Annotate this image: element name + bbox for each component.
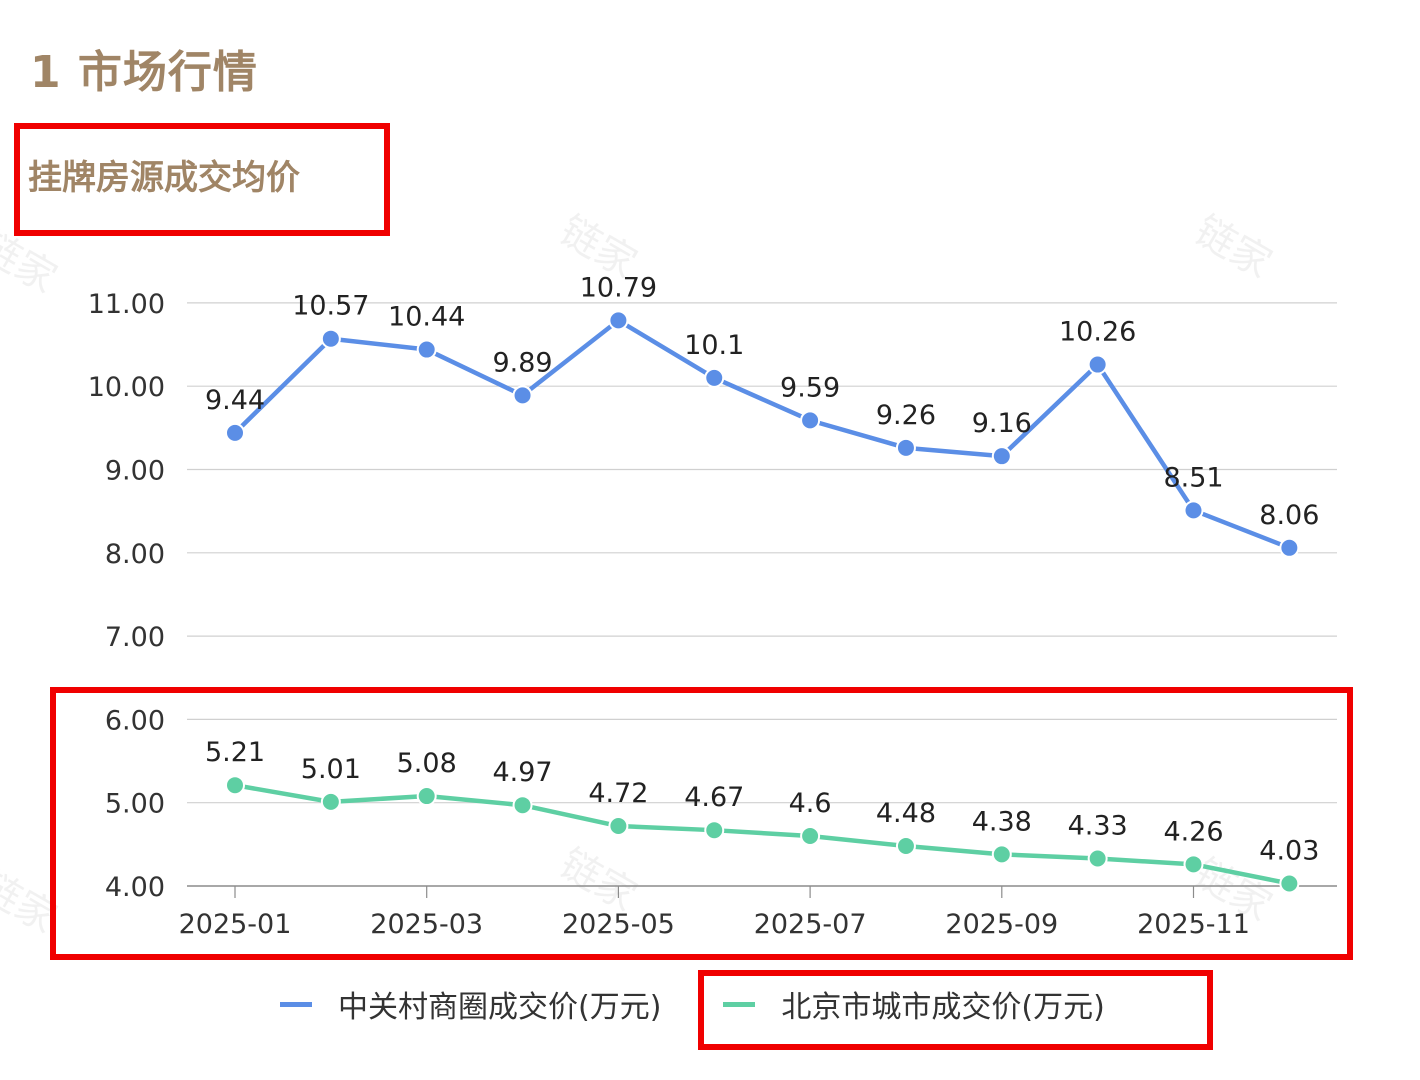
data-point[interactable] [1183, 854, 1204, 875]
series-layer: 9.44 10.57 10.44 9.89 10.79 10.1 9.59 9.26 9.16 1… [205, 272, 1319, 894]
data-label: 4.6 [789, 788, 832, 819]
y-tick-label: 11.00 [88, 289, 165, 320]
data-label: 5.21 [205, 737, 265, 768]
data-point[interactable] [1279, 537, 1300, 558]
data-label: 4.97 [492, 757, 552, 788]
data-label: 8.51 [1163, 462, 1223, 493]
x-tick-label: 2025-03 [370, 909, 483, 940]
data-label: 4.67 [684, 782, 744, 813]
legend-swatch-zgc [280, 1001, 312, 1007]
x-axis: 2025-01 2025-03 2025-05 2025-07 2025-09 2025-… [179, 886, 1250, 940]
gridlines [187, 302, 1337, 887]
data-label: 4.26 [1163, 816, 1223, 847]
subtitle-highlight-box [14, 123, 390, 236]
data-label: 10.57 [292, 291, 369, 322]
x-tick-label: 2025-07 [754, 909, 867, 940]
data-label: 10.44 [388, 302, 465, 333]
data-label: 8.06 [1259, 500, 1319, 531]
series-bj: 5.21 5.01 5.08 4.97 4.72 4.67 4.6 4.48 4.38 4.33 4… [205, 737, 1319, 894]
y-tick-label: 9.00 [105, 456, 165, 487]
y-tick-label: 10.00 [88, 372, 165, 403]
series-line [233, 318, 1291, 550]
data-label: 9.44 [205, 385, 265, 416]
data-point[interactable] [1183, 500, 1204, 521]
chart-subtitle: 挂牌房源成交均价 [28, 158, 300, 198]
data-label: 9.26 [876, 400, 936, 431]
data-label: 4.48 [876, 798, 936, 829]
y-tick-label: 6.00 [105, 705, 165, 736]
x-tick-label: 2025-01 [179, 909, 292, 940]
data-point[interactable] [225, 422, 245, 443]
bj-series-highlight-box [50, 687, 1353, 960]
data-point[interactable] [608, 310, 629, 331]
y-tick-label: 8.00 [105, 539, 165, 570]
data-point[interactable] [1279, 873, 1300, 894]
data-label: 4.33 [1068, 811, 1128, 842]
y-axis: 4.00 5.00 6.00 7.00 8.00 9.00 10.00 11.00 [88, 289, 165, 903]
y-tick-label: 5.00 [105, 789, 165, 820]
data-label: 4.72 [588, 778, 648, 809]
legend: 中关村商圈成交价(万元) 北京市城市成交价(万元) [280, 982, 1167, 1026]
data-label: 9.59 [780, 372, 840, 403]
data-label: 9.89 [492, 347, 552, 378]
series-zgc: 9.44 10.57 10.44 9.89 10.79 10.1 9.59 9.26 9.16 1… [205, 272, 1319, 558]
series-line [234, 782, 1290, 886]
data-point[interactable] [416, 786, 437, 807]
legend-item-bj[interactable]: 北京市城市成交价(万元) [723, 982, 1105, 1026]
data-label: 10.1 [684, 330, 744, 361]
data-point[interactable] [800, 410, 821, 431]
legend-item-zgc[interactable]: 中关村商圈成交价(万元) [280, 982, 661, 1026]
data-point[interactable] [320, 791, 341, 812]
data-label: 4.03 [1259, 836, 1319, 867]
legend-label-bj: 北京市城市成交价(万元) [781, 990, 1105, 1025]
data-point[interactable] [800, 826, 821, 847]
x-tick-label: 2025-05 [562, 909, 675, 940]
y-tick-label: 7.00 [105, 622, 165, 653]
x-tick-label: 2025-11 [1137, 909, 1250, 940]
data-point[interactable] [1087, 848, 1108, 869]
data-label: 9.16 [972, 408, 1032, 439]
legend-highlight-box [698, 970, 1213, 1050]
section-title: 1 市场行情 [30, 47, 258, 98]
data-point[interactable] [225, 775, 245, 796]
data-point[interactable] [320, 328, 341, 349]
data-point[interactable] [895, 437, 916, 458]
data-point[interactable] [991, 844, 1012, 865]
data-point[interactable] [512, 385, 533, 406]
data-point[interactable] [608, 816, 629, 837]
data-label: 10.79 [580, 272, 657, 303]
legend-label-zgc: 中关村商圈成交价(万元) [338, 990, 662, 1025]
data-label: 10.26 [1059, 317, 1136, 348]
data-point[interactable] [416, 339, 437, 360]
y-tick-label: 4.00 [105, 872, 165, 903]
data-point[interactable] [704, 820, 725, 841]
data-point[interactable] [512, 795, 533, 816]
data-point[interactable] [1087, 354, 1108, 375]
data-point[interactable] [895, 836, 916, 857]
x-tick-label: 2025-09 [945, 909, 1058, 940]
data-point[interactable] [704, 367, 725, 388]
data-label: 5.08 [397, 748, 457, 779]
data-label: 4.38 [972, 806, 1032, 837]
data-point[interactable] [991, 446, 1012, 467]
data-label: 5.01 [301, 754, 361, 785]
legend-swatch-bj [723, 1001, 756, 1007]
